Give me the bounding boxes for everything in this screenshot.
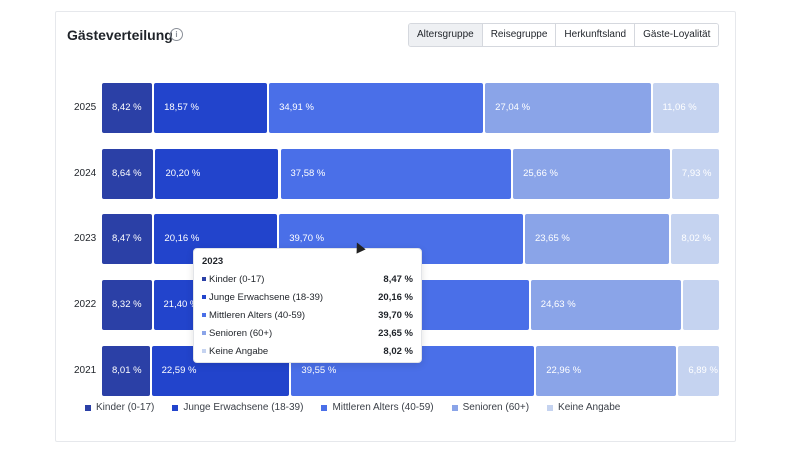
y-tick-label: 2023 xyxy=(74,233,97,244)
data-label: 18,57 % xyxy=(164,102,199,113)
data-label: 7,93 % xyxy=(681,168,712,179)
tooltip-swatch xyxy=(202,349,206,353)
legend-item-keine-angabe[interactable]: Keine Angabe xyxy=(547,402,620,413)
y-tick-label: 2021 xyxy=(74,365,97,376)
data-label: 8,02 % xyxy=(681,233,711,244)
tooltip-row: Junge Erwachsene (18-39) 20,16 % xyxy=(202,290,413,304)
data-label: 39,70 % xyxy=(289,233,325,244)
data-label: 25,66 % xyxy=(523,168,558,179)
data-label: 22,59 % xyxy=(161,365,197,376)
bar-segment[interactable] xyxy=(671,149,719,199)
tooltip-value: 20,16 % xyxy=(378,291,413,303)
legend-item-kinder[interactable]: Kinder (0-17) xyxy=(85,402,154,413)
data-label: 27,04 % xyxy=(495,102,531,113)
bar-segment[interactable] xyxy=(524,214,670,264)
data-label: 34,91 % xyxy=(279,102,314,113)
data-label: 39,55 % xyxy=(301,365,337,376)
data-label: 11,06 % xyxy=(662,102,697,113)
legend-item-junge-erwachsene[interactable]: Junge Erwachsene (18-39) xyxy=(172,402,303,413)
data-label: 21,40 % xyxy=(163,299,199,310)
bar-segment[interactable] xyxy=(102,149,154,199)
bar-segment[interactable] xyxy=(269,83,484,133)
data-label: 8,64 % xyxy=(112,168,142,179)
bar-segment[interactable] xyxy=(102,83,153,133)
info-icon[interactable]: i xyxy=(170,28,183,41)
tooltip-row: Kinder (0-17) 8,47 % xyxy=(202,272,413,286)
legend-label: Senioren (60+) xyxy=(462,402,530,413)
legend-swatch xyxy=(451,404,458,411)
tooltip-value: 23,65 % xyxy=(378,327,413,339)
bar-segment[interactable] xyxy=(530,280,682,330)
y-tick-label: 2024 xyxy=(74,168,97,179)
bar-segment[interactable] xyxy=(102,280,152,330)
tooltip-label: Senioren (60+) xyxy=(209,327,273,339)
legend-swatch xyxy=(172,404,179,411)
tooltip-row: Senioren (60+) 23,65 % xyxy=(202,326,413,340)
bar-segment[interactable] xyxy=(485,83,651,133)
data-label: 8,32 % xyxy=(112,299,142,310)
chart-title: Gästeverteilung xyxy=(67,27,173,43)
tooltip-row: Mittleren Alters (40-59) 39,70 % xyxy=(202,308,413,322)
tooltip-value: 39,70 % xyxy=(378,309,413,321)
data-label: 8,01 % xyxy=(112,365,142,376)
tab-group: Altersgruppe Reisegruppe Herkunftsland G… xyxy=(408,23,720,47)
legend-swatch xyxy=(321,404,328,411)
tooltip-swatch xyxy=(202,331,206,335)
bar-segment[interactable] xyxy=(102,214,153,264)
bar-segment[interactable] xyxy=(280,149,512,199)
tab-gaeste-loyalitaet[interactable]: Gäste-Loyalität xyxy=(634,24,719,46)
tab-reisegruppe[interactable]: Reisegruppe xyxy=(481,24,556,46)
bar-segment[interactable] xyxy=(652,83,719,133)
bar-segment[interactable] xyxy=(678,346,719,396)
data-label: 23,65 % xyxy=(534,233,570,244)
tab-altersgruppe[interactable]: Altersgruppe xyxy=(409,24,482,46)
bar-segment[interactable] xyxy=(155,149,279,199)
tooltip-swatch xyxy=(202,295,206,299)
legend-swatch xyxy=(85,404,91,411)
legend-label: Keine Angabe xyxy=(558,402,621,413)
data-label: 24,63 % xyxy=(540,299,576,310)
y-tick-label: 2025 xyxy=(74,102,97,113)
legend-swatch xyxy=(547,404,554,411)
tooltip-label: Keine Angabe xyxy=(209,345,269,357)
legend-label: Junge Erwachsene (18-39) xyxy=(183,402,304,413)
tooltip-title: 2023 xyxy=(202,256,224,267)
tooltip-label: Mittleren Alters (40-59) xyxy=(209,309,306,321)
data-label: 22,96 % xyxy=(546,365,582,376)
legend-item-mittleren-alters[interactable]: Mittleren Alters (40-59) xyxy=(321,402,434,413)
tab-herkunftsland[interactable]: Herkunftsland xyxy=(555,24,635,46)
tooltip-label: Kinder (0-17) xyxy=(209,273,265,285)
tooltip-label: Junge Erwachsene (18-39) xyxy=(209,291,324,303)
legend-item-senioren[interactable]: Senioren (60+) xyxy=(451,402,530,413)
tooltip: 2023 Kinder (0-17) 8,47 % Junge Erwachsen… xyxy=(193,248,422,363)
legend-label: Kinder (0-17) xyxy=(96,402,155,413)
bar-segment[interactable] xyxy=(683,280,719,330)
legend-label: Mittleren Alters (40-59) xyxy=(332,402,434,413)
tooltip-swatch xyxy=(202,313,206,317)
legend: Kinder (0-17) Junge Erwachsene (18-39) M… xyxy=(85,402,620,413)
bar-segment[interactable] xyxy=(671,214,719,264)
tooltip-value: 8,47 % xyxy=(383,273,413,285)
bar-segment[interactable] xyxy=(154,83,268,133)
data-label: 37,58 % xyxy=(290,168,326,179)
data-label: 20,20 % xyxy=(165,168,201,179)
tooltip-row: Keine Angabe 8,02 % xyxy=(202,344,413,358)
data-label: 6,89 % xyxy=(688,365,718,376)
bar-segment[interactable] xyxy=(102,346,150,396)
tooltip-value: 8,02 % xyxy=(383,345,413,357)
bar-segment[interactable] xyxy=(536,346,677,396)
data-label: 20,16 % xyxy=(164,233,200,244)
bar-segment[interactable] xyxy=(513,149,670,199)
y-tick-label: 2022 xyxy=(74,299,97,310)
data-label: 8,42 % xyxy=(112,102,142,113)
data-label: 8,47 % xyxy=(112,233,142,244)
tooltip-swatch xyxy=(202,277,206,281)
